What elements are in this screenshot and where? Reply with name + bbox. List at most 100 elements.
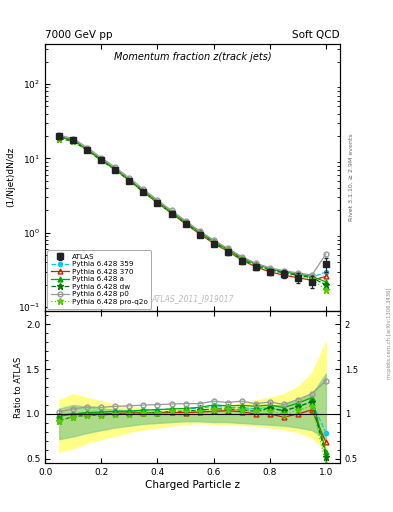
Pythia 6.428 a [197, 229, 202, 236]
Pythia 6.428 370 [85, 147, 90, 153]
Pythia 6.428 dw [57, 136, 62, 142]
Pythia 6.428 p0 [57, 132, 62, 138]
Pythia 6.428 a [183, 219, 188, 225]
Pythia 6.428 pro-q2o [183, 220, 188, 226]
Pythia 6.428 p0 [225, 245, 230, 251]
Pythia 6.428 370 [253, 264, 258, 270]
Pythia 6.428 p0 [183, 218, 188, 224]
X-axis label: Charged Particle z: Charged Particle z [145, 480, 240, 490]
Pythia 6.428 dw [85, 147, 90, 154]
Pythia 6.428 dw [127, 178, 132, 184]
Pythia 6.428 pro-q2o [267, 268, 272, 274]
Pythia 6.428 370 [281, 272, 286, 278]
Pythia 6.428 370 [141, 189, 146, 195]
Pythia 6.428 359 [211, 239, 216, 245]
Pythia 6.428 370 [310, 278, 314, 284]
Y-axis label: Rivet 3.1.10, ≥ 2.9M events: Rivet 3.1.10, ≥ 2.9M events [349, 133, 354, 221]
Pythia 6.428 a [71, 137, 75, 143]
Pythia 6.428 dw [310, 274, 314, 281]
Pythia 6.428 dw [296, 272, 300, 278]
Pythia 6.428 370 [211, 241, 216, 247]
Pythia 6.428 p0 [71, 136, 75, 142]
Pythia 6.428 370 [183, 221, 188, 227]
Pythia 6.428 a [85, 146, 90, 153]
Pythia 6.428 a [296, 271, 300, 277]
Pythia 6.428 359 [183, 219, 188, 225]
Pythia 6.428 p0 [197, 228, 202, 234]
Pythia 6.428 370 [239, 257, 244, 263]
Pythia 6.428 dw [113, 167, 118, 173]
Pythia 6.428 370 [57, 133, 62, 139]
Pythia 6.428 359 [71, 137, 75, 143]
Pythia 6.428 a [169, 209, 174, 215]
Pythia 6.428 359 [296, 272, 300, 278]
Line: Pythia 6.428 dw: Pythia 6.428 dw [56, 136, 329, 288]
Pythia 6.428 pro-q2o [225, 247, 230, 253]
Pythia 6.428 359 [57, 134, 62, 140]
Pythia 6.428 dw [281, 270, 286, 276]
Pythia 6.428 a [267, 266, 272, 272]
Pythia 6.428 dw [155, 200, 160, 206]
Pythia 6.428 359 [197, 229, 202, 236]
Pythia 6.428 a [113, 166, 118, 172]
Line: Pythia 6.428 p0: Pythia 6.428 p0 [57, 133, 328, 278]
Pythia 6.428 370 [225, 248, 230, 254]
Pythia 6.428 pro-q2o [211, 240, 216, 246]
Pythia 6.428 pro-q2o [253, 263, 258, 269]
Pythia 6.428 370 [71, 137, 75, 143]
Pythia 6.428 pro-q2o [155, 200, 160, 206]
Text: 7000 GeV pp: 7000 GeV pp [45, 30, 113, 40]
Pythia 6.428 dw [267, 267, 272, 273]
Pythia 6.428 a [127, 177, 132, 183]
Text: Soft QCD: Soft QCD [292, 30, 340, 40]
Line: Pythia 6.428 370: Pythia 6.428 370 [57, 134, 328, 283]
Pythia 6.428 pro-q2o [239, 257, 244, 263]
Pythia 6.428 359 [253, 262, 258, 268]
Pythia 6.428 a [310, 273, 314, 280]
Pythia 6.428 dw [211, 240, 216, 246]
Pythia 6.428 370 [197, 231, 202, 237]
Pythia 6.428 a [225, 246, 230, 252]
Pythia 6.428 359 [113, 166, 118, 172]
Pythia 6.428 dw [183, 220, 188, 226]
Pythia 6.428 p0 [85, 144, 90, 151]
Pythia 6.428 370 [267, 269, 272, 275]
Pythia 6.428 p0 [239, 253, 244, 260]
Pythia 6.428 pro-q2o [127, 178, 132, 184]
Pythia 6.428 a [99, 156, 104, 162]
Pythia 6.428 a [239, 255, 244, 261]
Pythia 6.428 p0 [267, 265, 272, 271]
Pythia 6.428 pro-q2o [310, 276, 314, 282]
Pythia 6.428 370 [169, 210, 174, 217]
Pythia 6.428 dw [197, 230, 202, 236]
Pythia 6.428 359 [127, 177, 132, 183]
Pythia 6.428 p0 [323, 251, 328, 257]
Pythia 6.428 370 [99, 157, 104, 163]
Pythia 6.428 dw [323, 282, 328, 288]
Pythia 6.428 a [323, 279, 328, 285]
Pythia 6.428 pro-q2o [141, 189, 146, 195]
Pythia 6.428 370 [127, 178, 132, 184]
Pythia 6.428 a [253, 261, 258, 267]
Text: Momentum fraction z(track jets): Momentum fraction z(track jets) [114, 52, 272, 61]
Pythia 6.428 p0 [155, 197, 160, 203]
Line: Pythia 6.428 pro-q2o: Pythia 6.428 pro-q2o [56, 136, 329, 293]
Pythia 6.428 pro-q2o [296, 273, 300, 280]
Pythia 6.428 a [155, 199, 160, 205]
Pythia 6.428 370 [113, 167, 118, 173]
Pythia 6.428 a [281, 269, 286, 275]
Y-axis label: Ratio to ATLAS: Ratio to ATLAS [14, 356, 23, 418]
Pythia 6.428 p0 [310, 272, 314, 278]
Pythia 6.428 a [211, 238, 216, 244]
Pythia 6.428 pro-q2o [197, 230, 202, 237]
Pythia 6.428 370 [296, 274, 300, 281]
Legend: ATLAS, Pythia 6.428 359, Pythia 6.428 370, Pythia 6.428 a, Pythia 6.428 dw, Pyth: ATLAS, Pythia 6.428 359, Pythia 6.428 37… [48, 250, 151, 309]
Pythia 6.428 a [57, 134, 62, 140]
Pythia 6.428 a [141, 188, 146, 194]
Pythia 6.428 359 [281, 270, 286, 276]
Line: Pythia 6.428 a: Pythia 6.428 a [57, 135, 328, 284]
Pythia 6.428 pro-q2o [57, 136, 62, 142]
Pythia 6.428 dw [239, 257, 244, 263]
Line: Pythia 6.428 359: Pythia 6.428 359 [57, 135, 328, 280]
Text: ATLAS_2011_I919017: ATLAS_2011_I919017 [151, 294, 234, 303]
